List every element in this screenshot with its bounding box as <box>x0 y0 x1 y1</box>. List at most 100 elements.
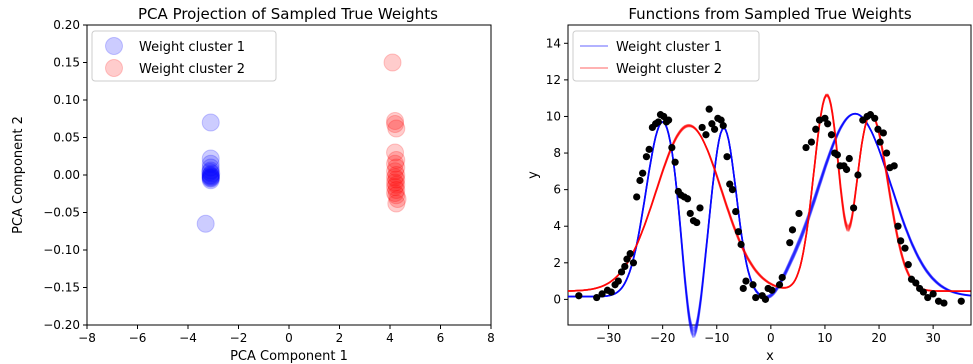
sample-point <box>894 222 902 230</box>
pca-point-cluster-1 <box>201 169 220 188</box>
sample-point <box>617 268 626 276</box>
sample-point <box>752 293 760 302</box>
pca-point-cluster-1 <box>201 169 220 187</box>
pca-point-cluster-1 <box>196 214 215 233</box>
sample-point <box>821 114 829 122</box>
sample-point <box>854 171 862 179</box>
sample-point <box>904 261 912 269</box>
sample-point <box>702 131 710 139</box>
pca-points <box>196 53 407 233</box>
sample-point <box>668 143 676 152</box>
sample-point <box>957 297 965 305</box>
pca-point-cluster-1 <box>202 164 221 183</box>
function-line-cluster-1 <box>568 112 971 336</box>
sample-point <box>934 297 943 305</box>
functions-sample-points <box>575 105 965 307</box>
pca-x-tick-label: −8 <box>78 331 96 345</box>
sample-point <box>775 281 784 289</box>
sample-point <box>598 290 606 298</box>
sample-point <box>665 116 673 124</box>
functions-y-tick-label: 0 <box>553 292 561 306</box>
sample-point <box>778 273 786 282</box>
sample-point <box>717 116 725 124</box>
pca-y-tick-label: −0.20 <box>43 318 80 332</box>
function-line-cluster-2 <box>567 94 971 292</box>
sample-point <box>728 186 737 194</box>
pca-point-cluster-2 <box>386 154 405 173</box>
pca-point-cluster-1 <box>201 113 220 132</box>
functions-legend-label-1: Weight cluster 1 <box>616 40 722 55</box>
pca-point-cluster-2 <box>387 119 406 138</box>
functions-y-tick-label: 10 <box>546 109 561 123</box>
sample-point <box>940 299 948 307</box>
sample-point <box>671 158 679 166</box>
pca-x-tick-label: 4 <box>386 331 394 345</box>
sample-point <box>807 138 816 146</box>
functions-y-tick-label: 12 <box>546 73 561 87</box>
pca-point-cluster-1 <box>201 163 220 181</box>
pca-point-cluster-1 <box>201 149 220 168</box>
sample-point <box>850 204 858 212</box>
sample-point <box>723 153 731 161</box>
functions-chart-title: Functions from Sampled True Weights <box>628 5 911 23</box>
functions-x-ticks: −30 −20 −10 0 10 20 30 <box>596 325 941 345</box>
pca-point-cluster-1 <box>201 167 220 186</box>
sample-point <box>623 255 631 263</box>
sample-point <box>874 125 882 133</box>
functions-legend: Weight cluster 1 Weight cluster 2 <box>572 30 760 82</box>
sample-point <box>876 138 884 146</box>
pca-chart-title: PCA Projection of Sampled True Weights <box>138 5 438 23</box>
pca-legend-label-1: Weight cluster 1 <box>139 40 245 55</box>
functions-y-tick-label: 8 <box>553 146 561 160</box>
sample-point <box>901 244 909 252</box>
function-line-cluster-2 <box>568 94 971 292</box>
pca-legend-marker-1 <box>105 37 123 55</box>
functions-x-tick-label: −20 <box>650 331 675 345</box>
pca-point-cluster-2 <box>387 181 406 199</box>
pca-y-ticks: −0.20 −0.15 −0.10 −0.05 0.00 0.05 0.10 0.15 0.20 <box>43 18 87 332</box>
sample-point <box>815 116 824 124</box>
functions-plot-frame <box>567 24 972 326</box>
pca-point-cluster-2 <box>386 162 405 181</box>
sample-point <box>883 149 891 157</box>
sample-point <box>824 120 832 128</box>
sample-point <box>575 292 583 300</box>
sample-point <box>698 123 706 132</box>
sample-point <box>710 125 719 133</box>
sample-point <box>654 118 662 126</box>
sample-point <box>749 281 757 289</box>
pca-point-cluster-2 <box>387 194 406 213</box>
sample-point <box>705 105 713 113</box>
pca-legend-box <box>91 30 277 82</box>
functions-y-tick-label: 6 <box>553 183 561 197</box>
function-line-cluster-1 <box>568 112 971 334</box>
sample-point <box>686 209 694 218</box>
sample-point <box>629 259 638 267</box>
sample-point <box>802 143 810 152</box>
pca-point-cluster-1 <box>201 168 220 187</box>
pca-y-tick-label: −0.15 <box>43 281 80 295</box>
function-line-cluster-1 <box>568 112 971 329</box>
functions-lines <box>567 93 971 338</box>
pca-chart: PCA Projection of Sampled True Weights −… <box>11 5 495 364</box>
pca-point-cluster-2 <box>387 151 406 169</box>
pca-point-cluster-1 <box>201 171 220 190</box>
sample-point <box>645 145 653 153</box>
sample-point <box>919 288 927 296</box>
pca-point-cluster-1 <box>201 154 220 173</box>
pca-point-cluster-2 <box>387 170 406 189</box>
pca-point-cluster-2 <box>386 115 405 133</box>
function-line-cluster-2 <box>567 93 971 292</box>
sample-point <box>924 293 932 302</box>
pca-point-cluster-2 <box>386 178 405 196</box>
sample-point <box>737 240 745 249</box>
functions-y-tick-label: 4 <box>553 219 561 233</box>
sample-point <box>683 195 692 203</box>
pca-point-cluster-1 <box>201 158 220 177</box>
function-line-cluster-2 <box>567 94 971 292</box>
sample-point <box>633 193 641 201</box>
pca-y-tick-label: −0.05 <box>43 206 80 220</box>
sample-point <box>742 277 750 285</box>
sample-point <box>636 176 644 185</box>
